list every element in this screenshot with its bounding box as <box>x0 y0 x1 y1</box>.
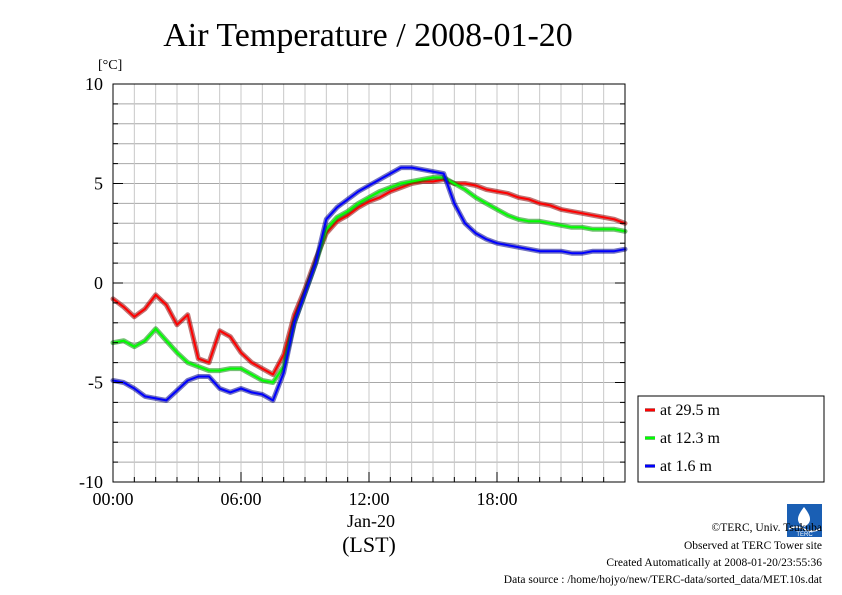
created-text: Created Automatically at 2008-01-20/23:5… <box>606 557 822 569</box>
y-tick-label: 0 <box>94 273 103 293</box>
copyright-text: ©TERC, Univ. Tsukuba <box>712 522 822 534</box>
series-layer <box>110 165 628 403</box>
series-1 <box>110 177 628 377</box>
series-3 <box>110 165 628 403</box>
logo-text: TERC <box>796 532 813 538</box>
legend-label: at 12.3 m <box>660 430 721 447</box>
y-tick-label: 5 <box>94 174 103 194</box>
x-tick-label: 18:00 <box>476 489 517 509</box>
observed-text: Observed at TERC Tower site <box>684 540 822 552</box>
x-tick-label: 00:00 <box>92 489 133 509</box>
series-2 <box>110 175 628 385</box>
y-axis-unit-label: [°C] <box>98 58 122 73</box>
x-tick-label: 06:00 <box>220 489 261 509</box>
legend-label: at 1.6 m <box>660 458 713 475</box>
y-tick-label: -10 <box>79 472 103 492</box>
wave-icon <box>788 526 821 532</box>
data-source-text: Data source : /home/hojyo/new/TERC-data/… <box>504 574 823 586</box>
series-line <box>112 166 626 402</box>
x-tick-label: 12:00 <box>348 489 389 509</box>
series-line <box>112 176 626 384</box>
date-label: Jan-20 <box>347 511 395 531</box>
series-line <box>112 178 626 376</box>
terc-logo: TERC <box>787 504 822 538</box>
x-axis-label: (LST) <box>342 532 396 557</box>
chart-title: Air Temperature / 2008-01-20 <box>163 17 573 54</box>
water-drop-icon <box>797 507 811 527</box>
grid-lines <box>113 84 625 482</box>
legend: at 29.5 m at 12.3 m at 1.6 m <box>637 395 825 483</box>
y-tick-label: 10 <box>85 74 103 94</box>
legend-box <box>637 395 825 483</box>
y-tick-label: -5 <box>88 373 103 393</box>
legend-label: at 29.5 m <box>660 402 721 419</box>
